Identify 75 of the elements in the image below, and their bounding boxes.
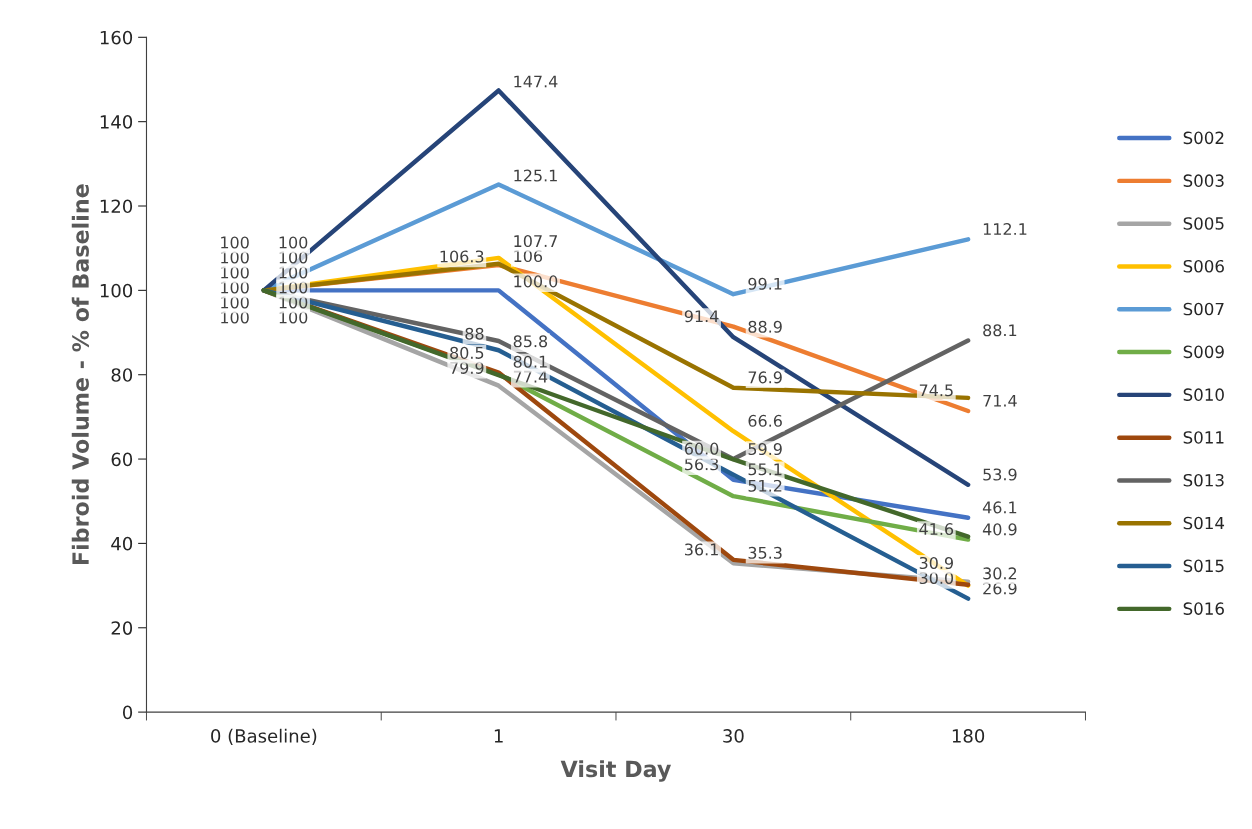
legend-label: S010 — [1183, 388, 1224, 401]
x-axis-title: Visit Day — [560, 760, 672, 782]
data-label: 74.5 — [919, 384, 953, 397]
data-label: 100 — [221, 251, 249, 264]
data-label: 125.1 — [514, 169, 557, 182]
data-label: 60.0 — [684, 442, 719, 455]
data-label: 100 — [279, 266, 308, 279]
data-label: 106.3 — [440, 250, 484, 263]
data-label: 88 — [465, 327, 484, 340]
y-tick-label: 100 — [100, 283, 133, 298]
data-label: 56.3 — [685, 458, 719, 471]
data-label: 53.9 — [983, 468, 1017, 481]
data-label: 26.9 — [983, 582, 1017, 595]
legend-label: S016 — [1183, 602, 1224, 615]
y-tick-label: 80 — [111, 368, 133, 382]
x-tick-label: 180 — [952, 729, 985, 743]
data-label: 46.1 — [982, 501, 1017, 514]
data-label: 112.1 — [983, 223, 1027, 235]
data-label: 91.4 — [684, 310, 719, 323]
data-label: 106 — [514, 250, 543, 263]
data-label: 36.1 — [685, 543, 718, 556]
data-label: 51.2 — [748, 479, 782, 492]
data-label: 88.9 — [748, 320, 782, 333]
data-label: 55.1 — [748, 463, 782, 476]
legend-label: S011 — [1183, 431, 1224, 444]
data-label: 100 — [221, 296, 249, 309]
data-label: 100 — [221, 236, 249, 249]
data-label: 30.9 — [919, 556, 953, 570]
y-axis-title: Fibroid Volume - % of Baseline — [71, 184, 89, 565]
legend-label: S006 — [1183, 259, 1224, 273]
legend-label: S003 — [1183, 174, 1224, 187]
data-label: 79.9 — [450, 361, 484, 374]
legend-label: S002 — [1183, 131, 1224, 145]
data-label: 147.4 — [514, 75, 558, 88]
data-label: 76.9 — [748, 371, 782, 384]
data-label: 107.7 — [514, 235, 557, 248]
x-tick-label: 0 (Baseline) — [211, 728, 317, 745]
data-label: 100 — [279, 296, 308, 309]
data-label: 35.3 — [748, 546, 782, 559]
data-label: 100 — [279, 311, 308, 324]
data-label: 100 — [221, 266, 249, 279]
y-tick-label: 120 — [100, 199, 133, 214]
data-label: 66.6 — [748, 414, 782, 427]
legend-label: S013 — [1183, 473, 1224, 487]
data-label: 88.1 — [983, 324, 1017, 337]
data-label: 100 — [279, 236, 308, 249]
x-tick-label: 30 — [723, 729, 744, 743]
legend-label: S015 — [1183, 559, 1224, 573]
data-label: 40.9 — [982, 523, 1017, 536]
y-tick-label: 0 — [122, 705, 133, 720]
y-tick-label: 140 — [100, 115, 133, 129]
data-label: 100 — [221, 281, 249, 294]
legend-label: S009 — [1183, 345, 1224, 359]
legend-label: S007 — [1183, 302, 1224, 316]
legend-label: S005 — [1183, 217, 1224, 230]
data-label: 71.4 — [983, 394, 1017, 407]
data-label: 41.6 — [919, 523, 954, 536]
legend-label: S014 — [1183, 516, 1225, 530]
data-label: 30.2 — [983, 567, 1017, 580]
y-tick-label: 160 — [100, 30, 133, 45]
data-label: 77.4 — [513, 370, 548, 383]
x-tick-label: 1 — [494, 729, 503, 743]
data-label: 85.8 — [513, 335, 548, 348]
data-label: 80.5 — [450, 346, 484, 359]
data-label: 100.0 — [514, 275, 558, 288]
data-label: 30.0 — [919, 571, 954, 585]
y-tick-label: 60 — [111, 452, 133, 467]
data-label: 80.1 — [513, 355, 547, 368]
data-label: 99.1 — [748, 277, 782, 290]
data-label: 100 — [279, 281, 308, 294]
data-label: 59.9 — [748, 443, 782, 456]
data-label: 100 — [221, 311, 249, 324]
data-label: 100 — [279, 251, 308, 264]
y-tick-label: 40 — [111, 536, 133, 551]
y-tick-label: 20 — [111, 621, 133, 635]
